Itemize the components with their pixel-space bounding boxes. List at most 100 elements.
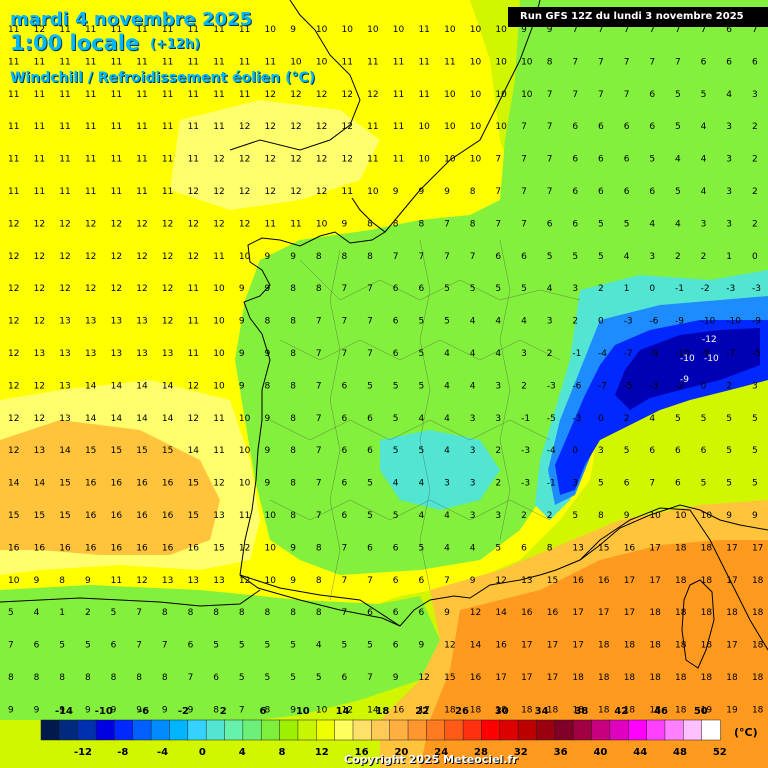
legend-top-label: 50	[694, 706, 708, 717]
legend-swatch	[371, 719, 391, 741]
grid-value: 10	[495, 122, 507, 132]
grid-value: 10	[265, 25, 277, 35]
grid-value: 7	[393, 252, 399, 262]
grid-value: 18	[701, 543, 713, 553]
grid-value: 8	[367, 219, 373, 229]
grid-value: 11	[8, 25, 19, 35]
grid-value: 9	[290, 25, 296, 35]
grid-value: 6	[342, 479, 348, 489]
grid-value: 12	[8, 446, 19, 456]
grid-value: 8	[162, 673, 168, 683]
grid-value: 5	[598, 479, 604, 489]
grid-value: 2	[521, 511, 527, 521]
grid-value: 5	[367, 641, 373, 651]
legend-swatch	[334, 719, 354, 741]
grid-value: 11	[213, 57, 224, 67]
grid-value: 5	[675, 90, 681, 100]
grid-value: 11	[239, 511, 250, 521]
grid-value: 6	[572, 219, 578, 229]
legend-bottom-label: 0	[199, 747, 206, 758]
parameter-title: Windchill / Refroidissement éolien (°C)	[10, 70, 316, 86]
grid-value: 2	[85, 608, 91, 618]
grid-value: 4	[444, 446, 450, 456]
grid-value: 10	[213, 381, 225, 391]
grid-value: 13	[213, 511, 224, 521]
grid-value: 8	[290, 284, 296, 294]
grid-value: 9	[290, 543, 296, 553]
grid-value: 14	[34, 479, 46, 489]
grid-value: 18	[752, 705, 764, 715]
grid-value: 9	[418, 641, 424, 651]
grid-value: 3	[521, 349, 527, 359]
grid-value: 16	[85, 543, 97, 553]
grid-value: 18	[444, 705, 456, 715]
grid-value: 13	[136, 349, 147, 359]
grid-value: 12	[290, 155, 301, 165]
grid-value: 17	[649, 576, 660, 586]
grid-value: 13	[162, 576, 173, 586]
grid-value: 8	[290, 414, 296, 424]
grid-value: 12	[34, 414, 45, 424]
grid-value: 11	[265, 57, 276, 67]
grid-value: 12	[59, 219, 70, 229]
grid-value: 11	[162, 155, 173, 165]
grid-value: 5	[418, 317, 424, 327]
grid-value: 11	[188, 155, 199, 165]
grid-value: 5	[393, 381, 399, 391]
grid-value: 6	[34, 641, 40, 651]
grid-value: 11	[85, 155, 96, 165]
grid-value: -3	[521, 479, 530, 489]
grid-value: 6	[624, 187, 630, 197]
grid-value: 11	[34, 187, 45, 197]
grid-value: -4	[598, 349, 607, 359]
grid-value: -3	[752, 284, 761, 294]
grid-value: 15	[59, 511, 70, 521]
grid-value: 17	[521, 641, 532, 651]
grid-value: 8	[8, 673, 14, 683]
grid-value: 14	[367, 705, 379, 715]
legend-bottom-label: 8	[279, 747, 286, 758]
grid-value: 12	[470, 608, 481, 618]
grid-value: 10	[290, 57, 302, 67]
grid-value: 3	[752, 90, 758, 100]
grid-value: 14	[85, 414, 97, 424]
grid-value: 8	[290, 479, 296, 489]
grid-value: 11	[111, 155, 122, 165]
legend-bottom-label: 16	[355, 747, 369, 758]
grid-value: 8	[290, 381, 296, 391]
grid-value: 5	[59, 641, 65, 651]
extreme-value-label: -10	[704, 354, 719, 364]
grid-value: 12	[59, 252, 70, 262]
grid-value: 16	[598, 576, 610, 586]
grid-value: 11	[393, 57, 404, 67]
grid-value: 2	[752, 122, 758, 132]
legend-bottom-label: -12	[74, 747, 92, 758]
grid-value: 9	[265, 284, 271, 294]
grid-value: -7	[598, 381, 607, 391]
grid-value: 10	[316, 25, 328, 35]
grid-value: 12	[239, 155, 250, 165]
grid-value: 16	[521, 608, 533, 618]
grid-value: 7	[188, 673, 194, 683]
grid-value: 8	[342, 252, 348, 262]
grid-value: 7	[572, 57, 578, 67]
grid-value: 13	[85, 349, 96, 359]
legend-swatch	[646, 719, 666, 741]
legend-top-label: 46	[654, 706, 668, 717]
grid-value: 11	[290, 219, 301, 229]
grid-value: 13	[59, 349, 70, 359]
grid-value: 3	[470, 446, 476, 456]
grid-value: -1	[675, 284, 684, 294]
grid-value: 15	[111, 446, 122, 456]
grid-value: 11	[136, 25, 147, 35]
grid-value: 5	[701, 479, 707, 489]
grid-value: 3	[572, 479, 578, 489]
grid-value: 11	[188, 57, 199, 67]
grid-value: 4	[316, 641, 322, 651]
grid-value: 6	[624, 155, 630, 165]
legend-top-label: 14	[336, 706, 350, 717]
grid-value: 19	[726, 705, 738, 715]
grid-value: 10	[444, 90, 456, 100]
grid-value: 11	[59, 25, 70, 35]
grid-value: 13	[34, 349, 45, 359]
